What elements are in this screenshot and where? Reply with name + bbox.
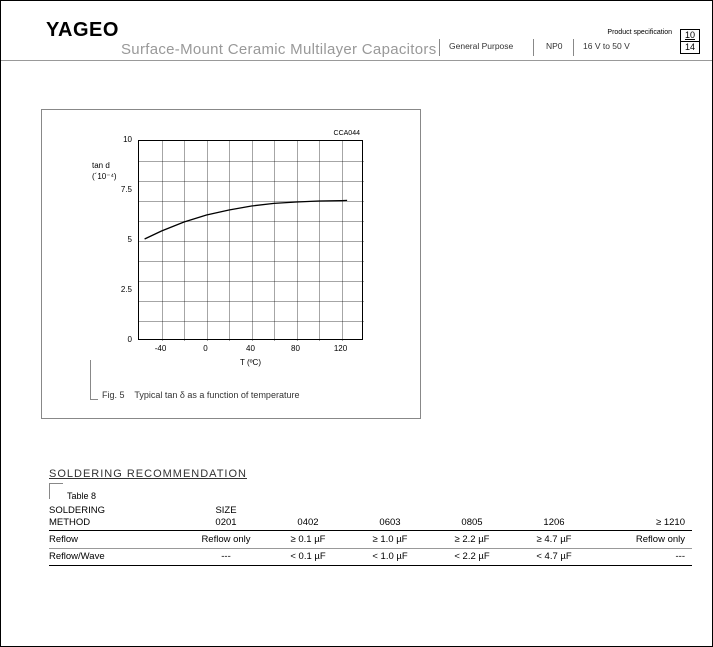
table-rule-2 xyxy=(49,548,692,549)
table-rule-3 xyxy=(49,565,692,566)
r0-0201: Reflow only xyxy=(187,534,265,545)
x-axis-label: T (ºC) xyxy=(240,358,261,367)
y-tick: 2.5 xyxy=(102,285,132,294)
grid-hline xyxy=(139,281,364,282)
tand-line xyxy=(145,200,348,239)
y-tick: 7.5 xyxy=(102,185,132,194)
chart-code: CCA044 xyxy=(334,130,360,137)
grid-hline xyxy=(139,181,364,182)
y-tick: 5 xyxy=(102,235,132,244)
table-bracket-icon xyxy=(49,483,63,499)
th-1206: 1206 xyxy=(515,517,593,528)
th-0805: 0805 xyxy=(433,517,511,528)
figure-number: Fig. 5 xyxy=(102,390,125,400)
y-tick: 0 xyxy=(102,335,132,344)
x-tick: 120 xyxy=(329,344,353,353)
th-method: METHOD xyxy=(49,517,169,528)
r1-method: Reflow/Wave xyxy=(49,551,169,562)
th-0402: 0402 xyxy=(269,517,347,528)
brand-logo: YAGEO xyxy=(46,19,119,42)
grid-hline xyxy=(139,201,364,202)
doc-title: Surface-Mount Ceramic Multilayer Capacit… xyxy=(121,41,437,58)
grid-hline xyxy=(139,301,364,302)
x-tick: 0 xyxy=(194,344,218,353)
th-soldering: SOLDERING xyxy=(49,505,169,516)
chart-plot-area xyxy=(138,140,363,340)
grid-hline xyxy=(139,161,364,162)
table-rule-1 xyxy=(49,530,692,531)
y-axis-label: tan d (´10⁻⁴) xyxy=(92,160,117,182)
r0-1210: Reflow only xyxy=(597,534,685,545)
figure-5-box: CCA044 tan d (´10⁻⁴) T (ºC) Fig. 5 Typic… xyxy=(41,109,421,419)
title-sep-3 xyxy=(573,39,574,56)
figure-caption: Typical tan δ as a function of temperatu… xyxy=(134,390,299,400)
title-sep-2 xyxy=(533,39,534,56)
title-sep-1 xyxy=(439,39,440,56)
x-tick: -40 xyxy=(149,344,173,353)
th-0201: 0201 xyxy=(187,517,265,528)
header: YAGEO Product specification 10 14 Surfac… xyxy=(1,1,712,61)
page-num-current: 10 xyxy=(680,29,700,41)
th-1210: ≥ 1210 xyxy=(597,517,685,528)
r0-1206: ≥ 4.7 µF xyxy=(515,534,593,545)
th-size: SIZE xyxy=(187,505,265,516)
title-bar: Surface-Mount Ceramic Multilayer Capacit… xyxy=(121,41,712,61)
figure-bracket-icon xyxy=(90,360,98,400)
page: YAGEO Product specification 10 14 Surfac… xyxy=(1,1,712,61)
x-tick: 80 xyxy=(284,344,308,353)
soldering-section-title: SOLDERING RECOMMENDATION xyxy=(49,468,247,480)
r0-0805: ≥ 2.2 µF xyxy=(433,534,511,545)
figure-caption-row: Fig. 5 Typical tan δ as a function of te… xyxy=(90,390,299,400)
r1-1206: < 4.7 µF xyxy=(515,551,593,562)
grid-hline xyxy=(139,261,364,262)
y-tick: 10 xyxy=(102,135,132,144)
product-spec-label: Product specification xyxy=(607,29,672,36)
r0-0402: ≥ 0.1 µF xyxy=(269,534,347,545)
x-tick: 40 xyxy=(239,344,263,353)
table-8-label: Table 8 xyxy=(67,491,96,501)
y-label-line1: tan d xyxy=(92,161,110,170)
dielectric-cell: NP0 xyxy=(546,41,563,51)
r1-0201: --- xyxy=(187,551,265,562)
r1-1210: --- xyxy=(597,551,685,562)
r1-0603: < 1.0 µF xyxy=(351,551,429,562)
r0-method: Reflow xyxy=(49,534,169,545)
r0-0603: ≥ 1.0 µF xyxy=(351,534,429,545)
grid-hline xyxy=(139,221,364,222)
r1-0402: < 0.1 µF xyxy=(269,551,347,562)
y-label-line2: (´10⁻⁴) xyxy=(92,172,117,181)
grid-hline xyxy=(139,321,364,322)
r1-0805: < 2.2 µF xyxy=(433,551,511,562)
grid-hline xyxy=(139,241,364,242)
th-0603: 0603 xyxy=(351,517,429,528)
purpose-cell: General Purpose xyxy=(449,41,513,51)
voltage-cell: 16 V to 50 V xyxy=(583,41,630,51)
